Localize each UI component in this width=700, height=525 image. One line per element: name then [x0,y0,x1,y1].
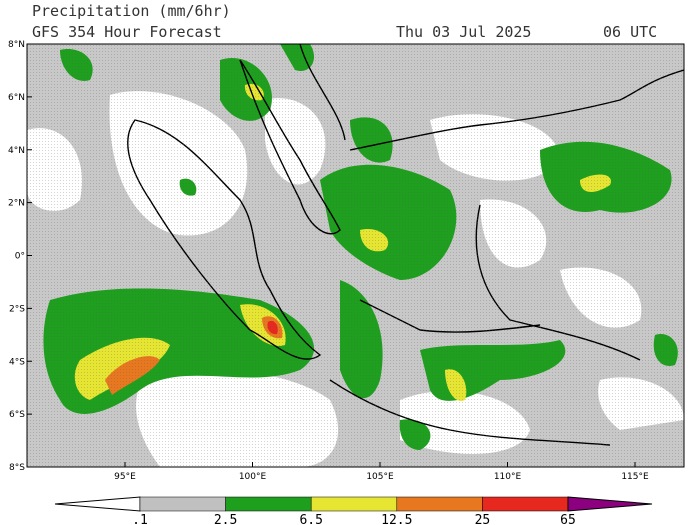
colorbar-segment [139,496,226,512]
lat-label: 2°N [8,199,25,209]
lat-label: 4°S [9,357,25,367]
colorbar-arrow-right [567,496,653,512]
lat-label: 6°N [8,93,25,103]
colorbar-segment [310,496,398,512]
colorbar-segment [225,496,312,512]
lon-label: 100°E [239,472,267,482]
colorbar-arrow-left [54,496,141,512]
lat-label: 8°S [9,463,25,473]
title: Precipitation (mm/6hr) [32,2,231,20]
colorbar-label: 65 [560,513,576,525]
lon-label: 105°E [366,472,394,482]
lat-label: 4°N [8,146,25,156]
colorbar-segment [396,496,483,512]
colorbar-label: 2.5 [214,513,237,525]
lat-label: 0° [15,252,25,262]
subtitle: GFS 354 Hour Forecast [32,23,222,41]
colorbar-label: .1 [132,513,148,525]
colorbar-segment [482,496,569,512]
colorbar: .1 2.5 6.5 12.5 25 65 [54,496,653,525]
time: 06 UTC [603,23,657,41]
lat-label: 8°N [8,40,25,50]
colorbar-label: 6.5 [299,513,322,525]
date: Thu 03 Jul 2025 [396,23,531,41]
ticks: 8°N 6°N 4°N 2°N 0° 2°S 4°S 6°S 8°S 95°E 100°E 105°E… [8,40,649,482]
lon-label: 110°E [494,472,522,482]
colorbar-label: 12.5 [381,513,412,525]
lon-label: 115°E [621,472,649,482]
lat-label: 2°S [9,304,25,314]
lon-label: 95°E [114,472,136,482]
precip-field [27,44,684,467]
colorbar-label: 25 [475,513,491,525]
lat-label: 6°S [9,410,25,420]
